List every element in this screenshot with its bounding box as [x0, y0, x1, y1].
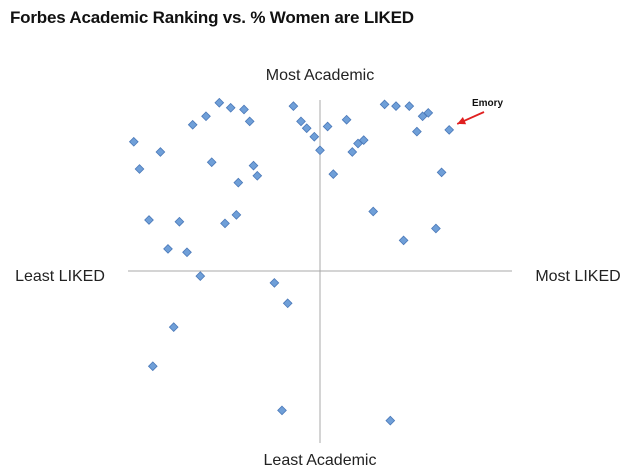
data-point-29 — [315, 145, 325, 156]
data-point-28 — [309, 131, 320, 142]
data-point-45 — [431, 223, 441, 234]
data-point-42 — [412, 126, 422, 137]
data-point-14 — [220, 218, 230, 229]
data-point-38 — [385, 415, 396, 426]
data-point-33 — [347, 147, 358, 157]
data-point-6 — [168, 322, 179, 332]
data-point-18 — [239, 104, 249, 115]
data-point-39 — [391, 101, 401, 111]
data-point-19 — [244, 116, 255, 127]
data-point-21 — [252, 170, 263, 181]
data-point-44 — [423, 108, 434, 118]
data-point-3 — [147, 361, 158, 372]
data-point-20 — [248, 160, 259, 171]
data-point-8 — [182, 247, 192, 258]
data-point-31 — [328, 169, 339, 179]
data-point-10 — [195, 271, 206, 281]
emory-annotation: Emory — [456, 98, 504, 125]
data-point-22 — [269, 278, 280, 288]
data-point-30 — [322, 121, 333, 132]
data-point-32 — [341, 114, 352, 125]
data-point-1 — [134, 164, 145, 174]
data-point-9 — [187, 119, 198, 130]
data-point-7 — [174, 216, 185, 227]
annotation-arrowhead — [457, 116, 467, 125]
chart-title: Forbes Academic Ranking vs. % Women are … — [10, 8, 414, 27]
data-point-26 — [296, 116, 306, 127]
data-point-37 — [379, 99, 390, 110]
data-point-13 — [214, 97, 225, 108]
data-point-2 — [144, 215, 154, 225]
data-point-15 — [225, 102, 236, 113]
axes — [128, 100, 512, 443]
data-point-0 — [128, 136, 139, 147]
data-point-41 — [404, 101, 415, 111]
data-point-12 — [206, 157, 217, 168]
data-point-23 — [277, 405, 287, 416]
data-point-17 — [233, 177, 244, 188]
data-point-40 — [398, 235, 409, 246]
data-point-25 — [288, 101, 299, 111]
x-axis-label-least-liked: Least LIKED — [15, 268, 105, 285]
data-point-27 — [301, 123, 312, 134]
x-axis-label-most-liked: Most LIKED — [535, 268, 620, 285]
data-point-24 — [282, 298, 293, 309]
data-point-16 — [231, 210, 242, 220]
data-point-36 — [368, 206, 379, 217]
data-points — [128, 97, 455, 426]
data-point-5 — [163, 244, 173, 254]
data-point-47 — [444, 125, 455, 135]
y-axis-label-least-academic: Least Academic — [264, 452, 377, 469]
data-point-46 — [436, 167, 447, 178]
data-point-11 — [201, 111, 211, 122]
annotation-label-emory: Emory — [472, 98, 504, 109]
y-axis-label-most-academic: Most Academic — [266, 67, 374, 84]
data-point-4 — [155, 147, 166, 157]
data-point-35 — [358, 135, 369, 145]
